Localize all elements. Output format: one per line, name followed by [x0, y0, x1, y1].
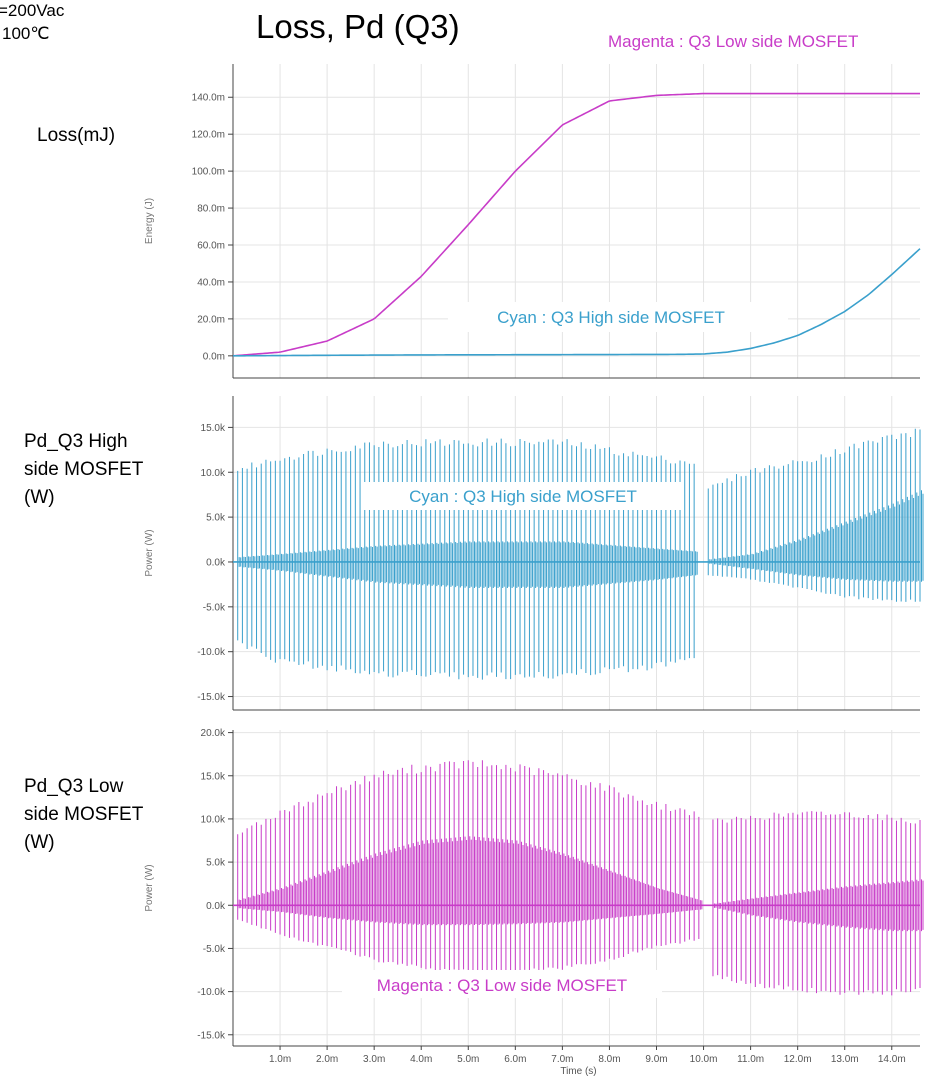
x-tick-label: 10.0m — [690, 1054, 718, 1065]
y-tick-label: 10.0k — [201, 468, 226, 479]
y-tick-label: -5.0k — [203, 944, 226, 955]
series-line — [232, 248, 921, 357]
series-line — [232, 92, 920, 357]
annotation-text: Cyan : Q3 High side MOSFET — [497, 308, 725, 327]
x-tick-label: 5.0m — [457, 1054, 479, 1065]
y-tick-label: 80.0m — [197, 204, 225, 215]
annotation-text: Magenta : Q3 Low side MOSFET — [377, 976, 627, 995]
series-pulses — [237, 760, 924, 996]
x-tick-label: 4.0m — [410, 1054, 432, 1065]
y-tick-label: 20.0k — [201, 728, 226, 739]
y-tick-label: -10.0k — [197, 647, 226, 658]
annotation-box — [362, 482, 684, 510]
x-tick-label: 6.0m — [504, 1054, 526, 1065]
panel-2: -15.0k -10.0k -5.0k 0.0k 5.0k 10.0k 15.0k Power… — [144, 396, 924, 711]
panel2-side-label: Pd_Q3 High side MOSFET (W) — [24, 431, 148, 508]
y-tick-label: -15.0k — [197, 692, 226, 703]
x-tick-label: 8.0m — [598, 1054, 620, 1065]
y-tick-label: 15.0k — [201, 771, 226, 782]
panel-1: 0.0m 20.0m 40.0m 60.0m 80.0m 100.0m 120.0m 140.… — [144, 64, 921, 379]
top-legend: Magenta : Q3 Low side MOSFET — [608, 32, 858, 51]
x-tick-label: 11.0m — [737, 1054, 764, 1065]
panel1-side-label: Loss(mJ) — [37, 125, 115, 146]
panel3-side-label: Pd_Q3 Low side MOSFET (W) — [24, 776, 148, 853]
condition-line-2: 100℃ — [2, 24, 49, 43]
y-axis-title: Energy (J) — [144, 198, 155, 244]
chart-title: Loss, Pd (Q3) — [256, 8, 460, 45]
x-tick-label: 12.0m — [784, 1054, 812, 1065]
y-axis-title: Power (W) — [144, 529, 155, 576]
y-tick-label: 120.0m — [192, 130, 225, 141]
y-tick-label: -15.0k — [197, 1030, 226, 1041]
x-tick-label: 3.0m — [363, 1054, 385, 1065]
x-tick-label: 7.0m — [551, 1054, 573, 1065]
y-tick-label: 0.0k — [206, 901, 226, 912]
y-tick-label: -10.0k — [197, 987, 226, 998]
y-tick-label: 5.0k — [206, 513, 226, 524]
x-tick-label: 13.0m — [831, 1054, 859, 1065]
y-tick-label: -5.0k — [203, 602, 226, 613]
condition-line-1: =200Vac — [0, 1, 65, 20]
series-pulses — [237, 428, 924, 680]
annotation-box — [448, 302, 788, 332]
y-axis-title: Power (W) — [144, 864, 155, 911]
y-tick-label: 20.0m — [197, 314, 225, 325]
y-tick-label: 60.0m — [197, 241, 225, 252]
y-tick-label: 15.0k — [201, 423, 226, 434]
y-tick-label: 10.0k — [201, 814, 226, 825]
y-tick-label: 0.0m — [203, 351, 225, 362]
y-tick-label: 5.0k — [206, 858, 226, 869]
panel-3: -15.0k -10.0k -5.0k 0.0k 5.0k 10.0k 15.0k 20.0k… — [144, 728, 924, 1077]
x-tick-label: 9.0m — [645, 1054, 667, 1065]
y-tick-label: 140.0m — [192, 93, 225, 104]
y-tick-label: 40.0m — [197, 277, 225, 288]
y-tick-label: 100.0m — [192, 167, 225, 178]
x-tick-label: 1.0m — [269, 1054, 291, 1065]
y-tick-label: 0.0k — [206, 557, 226, 568]
x-tick-label: 14.0m — [878, 1054, 906, 1065]
x-tick-label: 2.0m — [316, 1054, 338, 1065]
annotation-box — [342, 970, 662, 998]
annotation-text: Cyan : Q3 High side MOSFET — [409, 487, 637, 506]
x-axis-title: Time (s) — [560, 1066, 596, 1077]
